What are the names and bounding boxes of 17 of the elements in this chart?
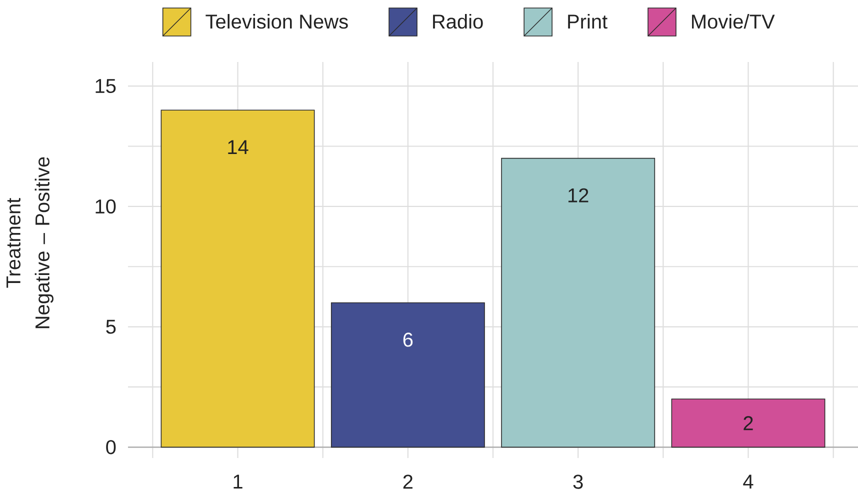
data-label: 12 (568, 188, 588, 202)
data-label: 6 (403, 332, 413, 347)
y-axis-title: Treatment Negative – Positive (6, 157, 54, 328)
y-tick-label: 15 (96, 79, 116, 94)
data-label: 2 (744, 416, 753, 430)
y-tick-label: 10 (96, 199, 116, 214)
x-tick-label: 1 (234, 474, 242, 488)
legend-label: Print (568, 14, 608, 29)
legend-label: Movie/TV (692, 14, 775, 29)
legend-label: Television News (206, 14, 348, 29)
x-tick-label: 4 (743, 474, 754, 488)
data-label: 14 (228, 140, 248, 154)
y-tick-label: 0 (106, 440, 116, 454)
y-tick-label: 5 (106, 320, 116, 334)
x-tick-label: 3 (573, 474, 583, 489)
x-tick-label: 2 (403, 474, 412, 489)
legend-label: Radio (433, 14, 483, 29)
